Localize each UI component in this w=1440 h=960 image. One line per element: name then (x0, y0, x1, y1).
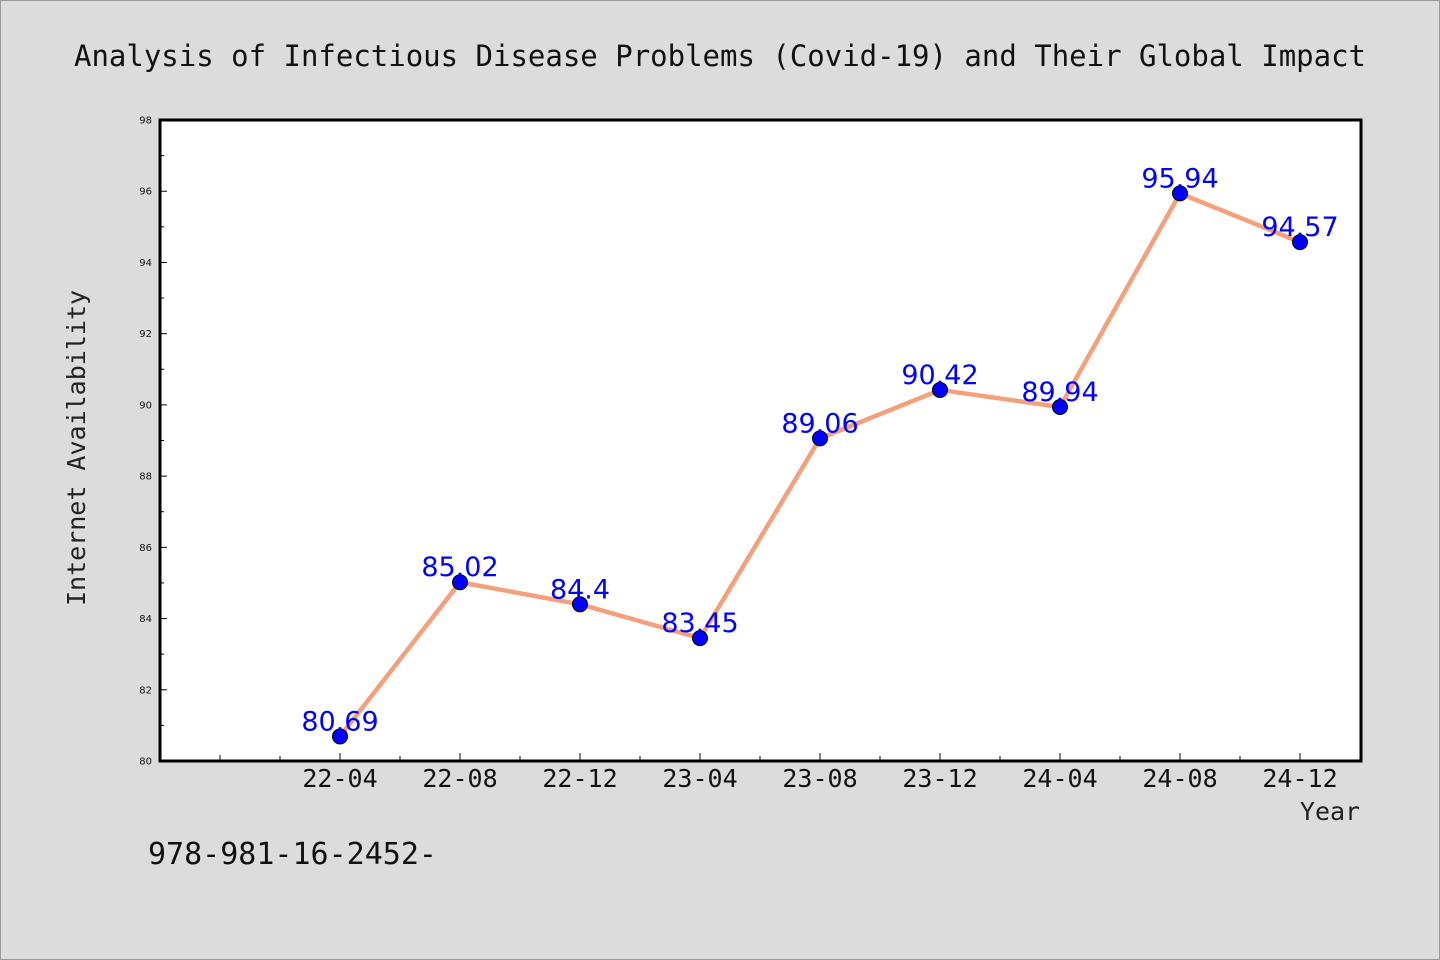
y-tick-label: 80 (139, 757, 152, 768)
data-point (572, 596, 588, 613)
y-tick-label: 86 (139, 543, 152, 554)
y-tick-label: 82 (139, 685, 152, 696)
data-point (1292, 234, 1308, 251)
x-tick-label: 22-08 (422, 764, 497, 793)
y-axis-label: Internet Availability (62, 290, 91, 606)
y-axis: 80 82 84 86 88 90 92 94 96 98 (139, 116, 167, 768)
data-label: 80.69 (301, 706, 378, 737)
data-label: 95.94 (1141, 163, 1218, 194)
y-tick-label: 88 (139, 472, 152, 483)
y-tick-label: 92 (139, 329, 152, 340)
data-label: 90.42 (901, 360, 978, 391)
x-tick-label: 22-12 (542, 764, 617, 793)
x-tick-label: 24-08 (1142, 764, 1217, 793)
y-tick-label: 84 (139, 614, 152, 625)
plot-area (158, 118, 1363, 763)
x-axis: 22-04 22-08 22-12 23-04 23-08 23-12 24-04 24-08… (219, 753, 1338, 793)
data-point (692, 630, 708, 647)
x-tick-label: 22-04 (302, 764, 377, 793)
x-tick-label: 23-12 (902, 764, 977, 793)
data-point (812, 430, 828, 447)
data-point (1052, 399, 1068, 416)
x-tick-label: 23-08 (782, 764, 857, 793)
data-label: 94.57 (1261, 212, 1338, 243)
data-label: 85.02 (421, 552, 498, 583)
y-tick-label: 94 (139, 258, 152, 269)
data-point (332, 728, 348, 745)
y-tick-label: 96 (139, 187, 152, 198)
x-tick-label: 24-04 (1022, 764, 1097, 793)
series-line-group (332, 185, 1308, 745)
data-label: 83.45 (661, 608, 738, 639)
data-label: 89.94 (1021, 377, 1098, 408)
x-tick-label: 24-12 (1262, 764, 1337, 793)
x-axis-label: Year (1300, 797, 1360, 826)
chart-title: Analysis of Infectious Disease Problems … (74, 39, 1366, 73)
data-label-group: 80.69 85.02 84.4 83.45 89.06 90.42 89.94 95.94 9… (301, 163, 1338, 737)
data-point (932, 381, 948, 398)
y-tick-label: 98 (139, 116, 152, 127)
data-label: 89.06 (781, 408, 858, 439)
x-tick-label: 23-04 (662, 764, 737, 793)
y-tick-label: 90 (139, 400, 152, 411)
data-label: 84.4 (550, 574, 610, 605)
data-point (452, 574, 468, 591)
data-point (1172, 185, 1188, 202)
footer-text: 978-981-16-2452- (148, 837, 437, 872)
